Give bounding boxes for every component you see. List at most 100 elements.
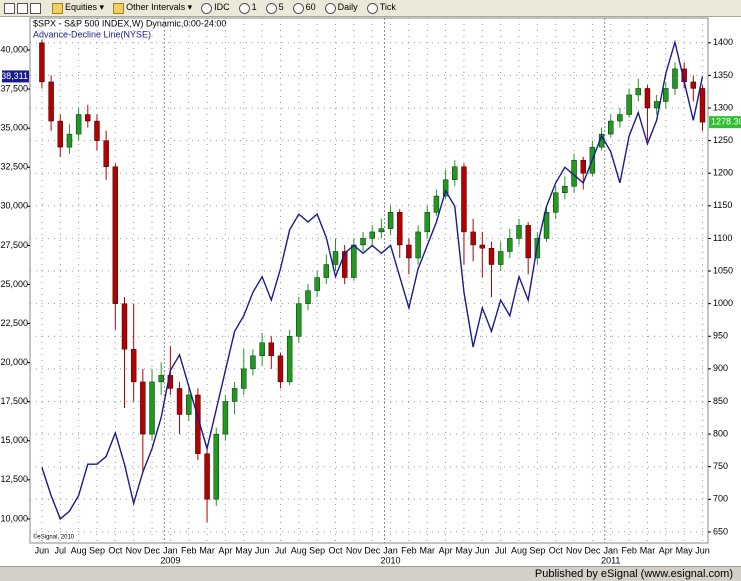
y2-tick-label: 1400 <box>713 37 733 47</box>
x-tick-label: Mar <box>199 545 215 555</box>
candle-body <box>507 238 513 252</box>
x-tick-label: Dec <box>144 545 161 555</box>
y2-tick-label: 1250 <box>713 135 733 145</box>
x-tick-label: Aug <box>71 545 87 555</box>
candle-body <box>286 336 293 383</box>
y2-tick-label: 1050 <box>713 265 733 275</box>
toolbar-label: Tick <box>379 2 396 13</box>
candle-body <box>397 212 403 246</box>
x-tick-label: Jul <box>275 545 287 555</box>
x-tick-label: May <box>455 545 473 555</box>
y-tick-label: 25,000 <box>0 279 28 289</box>
chart-title: $SPX - S&P 500 INDEX,W) Dynamic,0:00-24:… <box>33 18 226 28</box>
candle-body <box>543 212 550 239</box>
x-tick-label: Sep <box>309 545 325 555</box>
candle-body <box>112 166 119 304</box>
y-tick-label: 15,000 <box>0 435 28 445</box>
candle-body <box>553 192 559 213</box>
x-tick-label: Dec <box>584 545 601 555</box>
candle-body <box>268 342 274 357</box>
toolbar-item[interactable]: Daily <box>324 2 358 14</box>
candle-body <box>663 88 669 102</box>
x-tick-label: Oct <box>329 545 344 555</box>
y2-tick-label: 650 <box>713 526 728 536</box>
candle-body <box>644 88 651 109</box>
watermark: ©eSignal, 2010 <box>33 534 75 541</box>
candle-body <box>415 231 421 259</box>
x-tick-label: Sep <box>529 545 545 555</box>
toolbar-icons <box>4 2 43 14</box>
candle-body <box>433 195 440 213</box>
candle-body <box>94 120 100 141</box>
y2-tick-label: 950 <box>713 331 728 341</box>
candle-body <box>497 251 504 265</box>
toolbar-item[interactable]: Other Intervals ▾ <box>113 2 192 14</box>
candle-body <box>213 433 219 500</box>
candle-body <box>452 166 458 180</box>
candle-body <box>635 88 641 96</box>
candle-body <box>369 231 375 239</box>
x-tick-label: Oct <box>549 545 564 555</box>
candle-body <box>406 244 412 259</box>
y-tick-label: 12,500 <box>0 474 28 484</box>
y2-tick-label: 800 <box>713 428 728 438</box>
toolbar-label: Daily <box>337 2 358 13</box>
toolbar-item[interactable]: Equities ▾ <box>52 2 104 14</box>
toolbar-label: IDC <box>214 2 230 13</box>
x-tick-label: Aug <box>291 545 307 555</box>
x-tick-label: Jul <box>55 545 67 555</box>
candle-body <box>626 94 632 115</box>
candle-body <box>296 303 302 337</box>
x-tick-label: Jan <box>603 545 618 555</box>
candle-body <box>516 225 522 239</box>
candle-body <box>580 159 586 174</box>
x-tick-label: Jun <box>475 545 490 555</box>
candle-body <box>103 140 109 167</box>
candle-body <box>314 277 320 291</box>
x-tick-label: Apr <box>659 545 673 555</box>
toolbar-item[interactable]: 1 <box>238 2 257 14</box>
candle-body <box>360 238 366 246</box>
toolbar-item[interactable]: Tick <box>366 2 396 14</box>
y-tick-label: 35,000 <box>0 123 28 133</box>
candle-body <box>442 179 449 197</box>
y2-tick-label: 900 <box>713 363 728 373</box>
toolbar-label: Equities <box>65 2 98 13</box>
candle-body <box>186 394 192 415</box>
toolbar-label: 60 <box>305 2 316 13</box>
candle-body <box>130 349 137 383</box>
x-tick-label: Jul <box>495 545 507 555</box>
candle-body <box>149 381 155 435</box>
x-tick-label: Apr <box>439 545 453 555</box>
candle-body <box>323 264 330 278</box>
candle-body <box>479 244 486 249</box>
candle-body <box>653 101 660 109</box>
y-tick-label: 22,500 <box>0 318 28 328</box>
toolbar: Equities ▾ Other Intervals ▾ IDC 1 5 60 … <box>0 0 741 17</box>
candle-body <box>332 251 339 265</box>
x-tick-label: Feb <box>401 545 417 555</box>
candle-body <box>378 228 385 233</box>
candle-body <box>250 355 256 370</box>
y-tick-label: 30,000 <box>0 201 28 211</box>
toolbar-item[interactable]: IDC <box>201 2 230 14</box>
y-tick-label: 10,000 <box>0 513 28 523</box>
toolbar-item[interactable]: 60 <box>292 2 316 14</box>
candle-body <box>424 212 430 233</box>
toolbar-item[interactable]: 5 <box>265 2 284 14</box>
x-tick-label: Nov <box>566 545 583 555</box>
y2-tick-label: 750 <box>713 461 728 471</box>
x-tick-label: Nov <box>346 545 363 555</box>
year-label: 2011 <box>601 555 620 565</box>
y2-tick-label: 850 <box>713 396 728 406</box>
x-tick-label: Jun <box>255 545 270 555</box>
chart: $SPX - S&P 500 INDEX,W) Dynamic,0:00-24:… <box>0 17 741 565</box>
candle-body <box>241 368 247 389</box>
candle-body <box>66 133 73 148</box>
x-tick-label: Sep <box>89 545 105 555</box>
x-tick-label: Nov <box>126 545 143 555</box>
x-tick-label: Aug <box>511 545 527 555</box>
candle-body <box>341 251 348 278</box>
candle-body <box>277 355 284 383</box>
candle-body <box>690 81 697 89</box>
